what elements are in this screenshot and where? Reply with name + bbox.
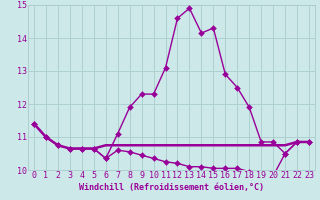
X-axis label: Windchill (Refroidissement éolien,°C): Windchill (Refroidissement éolien,°C) [79, 183, 264, 192]
